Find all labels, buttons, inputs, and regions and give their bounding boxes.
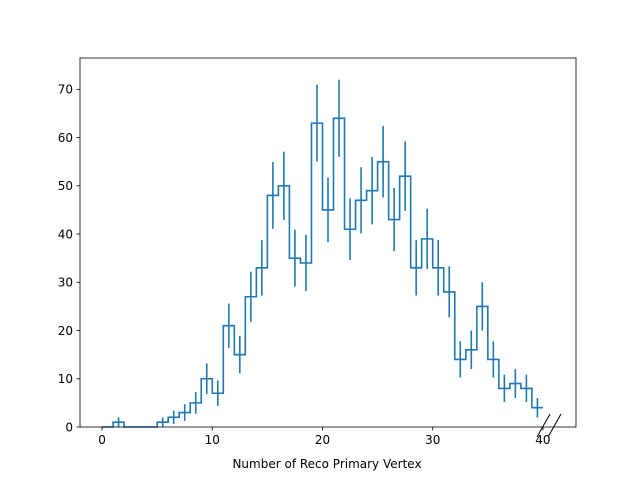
y-tick-label: 60 <box>58 131 73 145</box>
y-tick-label: 50 <box>58 179 73 193</box>
x-tick-label: 10 <box>205 433 220 447</box>
x-tick-label: 20 <box>315 433 330 447</box>
plot-frame <box>79 57 577 428</box>
x-axis-ticks: 0 10 20 30 40 <box>98 427 551 447</box>
y-tick-label: 40 <box>58 227 73 241</box>
x-axis-label: Number of Reco Primary Vertex <box>232 457 421 471</box>
x-tick-label: 30 <box>425 433 440 447</box>
y-tick-label: 30 <box>58 276 73 290</box>
y-tick-label: 70 <box>58 83 73 97</box>
axis-break-marker <box>536 413 562 438</box>
axis-break-stroke <box>536 413 551 438</box>
x-tick-label: 0 <box>98 433 106 447</box>
y-tick-label: 20 <box>58 324 73 338</box>
y-tick-label: 10 <box>58 372 73 386</box>
axis-break-stroke <box>547 413 562 438</box>
x-tick-label: 40 <box>535 433 550 447</box>
y-axis-ticks: 0 10 20 30 40 50 60 70 <box>58 83 80 434</box>
y-tick-label: 0 <box>65 420 73 434</box>
histogram-step-line <box>102 117 543 428</box>
